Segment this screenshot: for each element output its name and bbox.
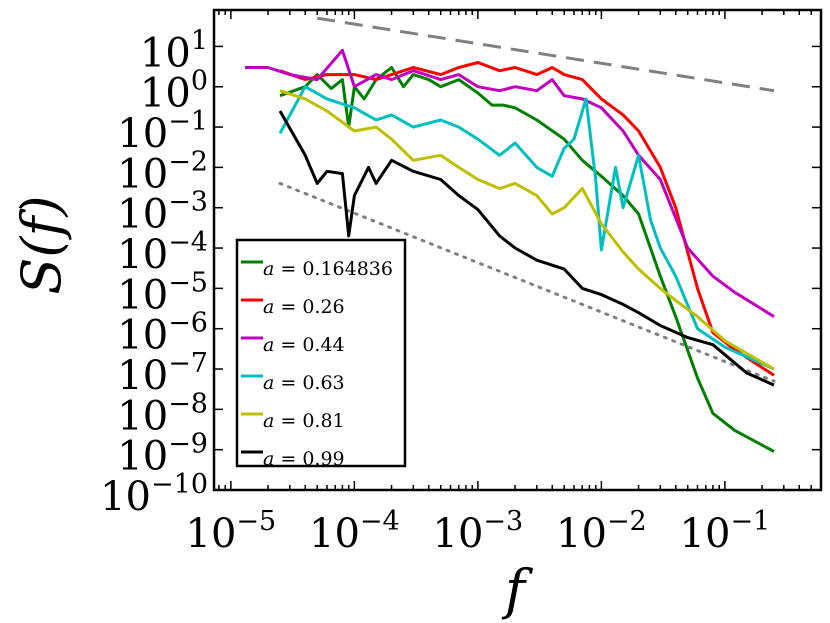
series-line-5 <box>279 89 775 371</box>
y-tick-label: 10−10 <box>100 469 208 520</box>
plot-frame <box>212 8 823 492</box>
y-tick-label: 101 <box>140 25 208 76</box>
legend-item-6: a = 0.99 <box>241 448 345 470</box>
x-tick-label: 10−2 <box>556 506 647 557</box>
y-tick-label: 10−5 <box>117 267 208 318</box>
series-line-3 <box>245 48 775 318</box>
legend-label: a = 0.164836 <box>263 258 393 280</box>
x-tick-label: 10−5 <box>186 506 277 557</box>
x-axis-label: f <box>501 558 533 621</box>
x-tick-label: 10−4 <box>309 506 400 557</box>
y-tick-label: 10−3 <box>117 187 208 238</box>
series-line-4 <box>278 85 775 371</box>
y-tick-label: 100 <box>140 66 208 117</box>
legend-item-1: a = 0.164836 <box>241 258 393 280</box>
y-tick-label: 10−7 <box>117 348 208 399</box>
legend-label: a = 0.81 <box>263 410 345 432</box>
reference-lines <box>278 16 776 383</box>
legend-item-5: a = 0.81 <box>241 410 345 432</box>
legend-item-2: a = 0.26 <box>241 296 345 318</box>
series-line-2 <box>279 61 775 377</box>
x-tick-label: 10−1 <box>680 506 771 557</box>
legend-label: a = 0.63 <box>263 372 345 394</box>
legend-item-4: a = 0.63 <box>241 372 345 394</box>
legend-label: a = 0.99 <box>263 448 345 470</box>
x-tick-label: 10−3 <box>433 506 524 557</box>
legend-label: a = 0.26 <box>263 296 345 318</box>
y-axis-label: S(f) <box>10 195 73 294</box>
y-tick-label: 10−4 <box>117 227 208 278</box>
legend-box <box>235 238 407 468</box>
axis-tick-labels: 10−5 10−4 10−3 10−2 10−110110010−110−210−310… <box>100 25 770 557</box>
axis-ticks <box>214 10 821 491</box>
y-tick-label: 10−1 <box>117 106 208 157</box>
reference-line-dashed <box>316 16 775 93</box>
y-tick-label: 10−6 <box>117 308 208 359</box>
series-lines <box>245 48 775 453</box>
reference-line-dotted <box>278 181 776 383</box>
legend: a = 0.164836 a = 0.26 a = 0.44 a = 0.63 a = … <box>235 238 407 470</box>
y-tick-label: 10−2 <box>117 146 208 197</box>
legend-label: a = 0.44 <box>263 334 345 356</box>
y-tick-label: 10−8 <box>117 388 208 439</box>
legend-item-3: a = 0.44 <box>241 334 345 356</box>
y-tick-label: 10−9 <box>117 429 208 480</box>
series-line-6 <box>278 110 775 387</box>
